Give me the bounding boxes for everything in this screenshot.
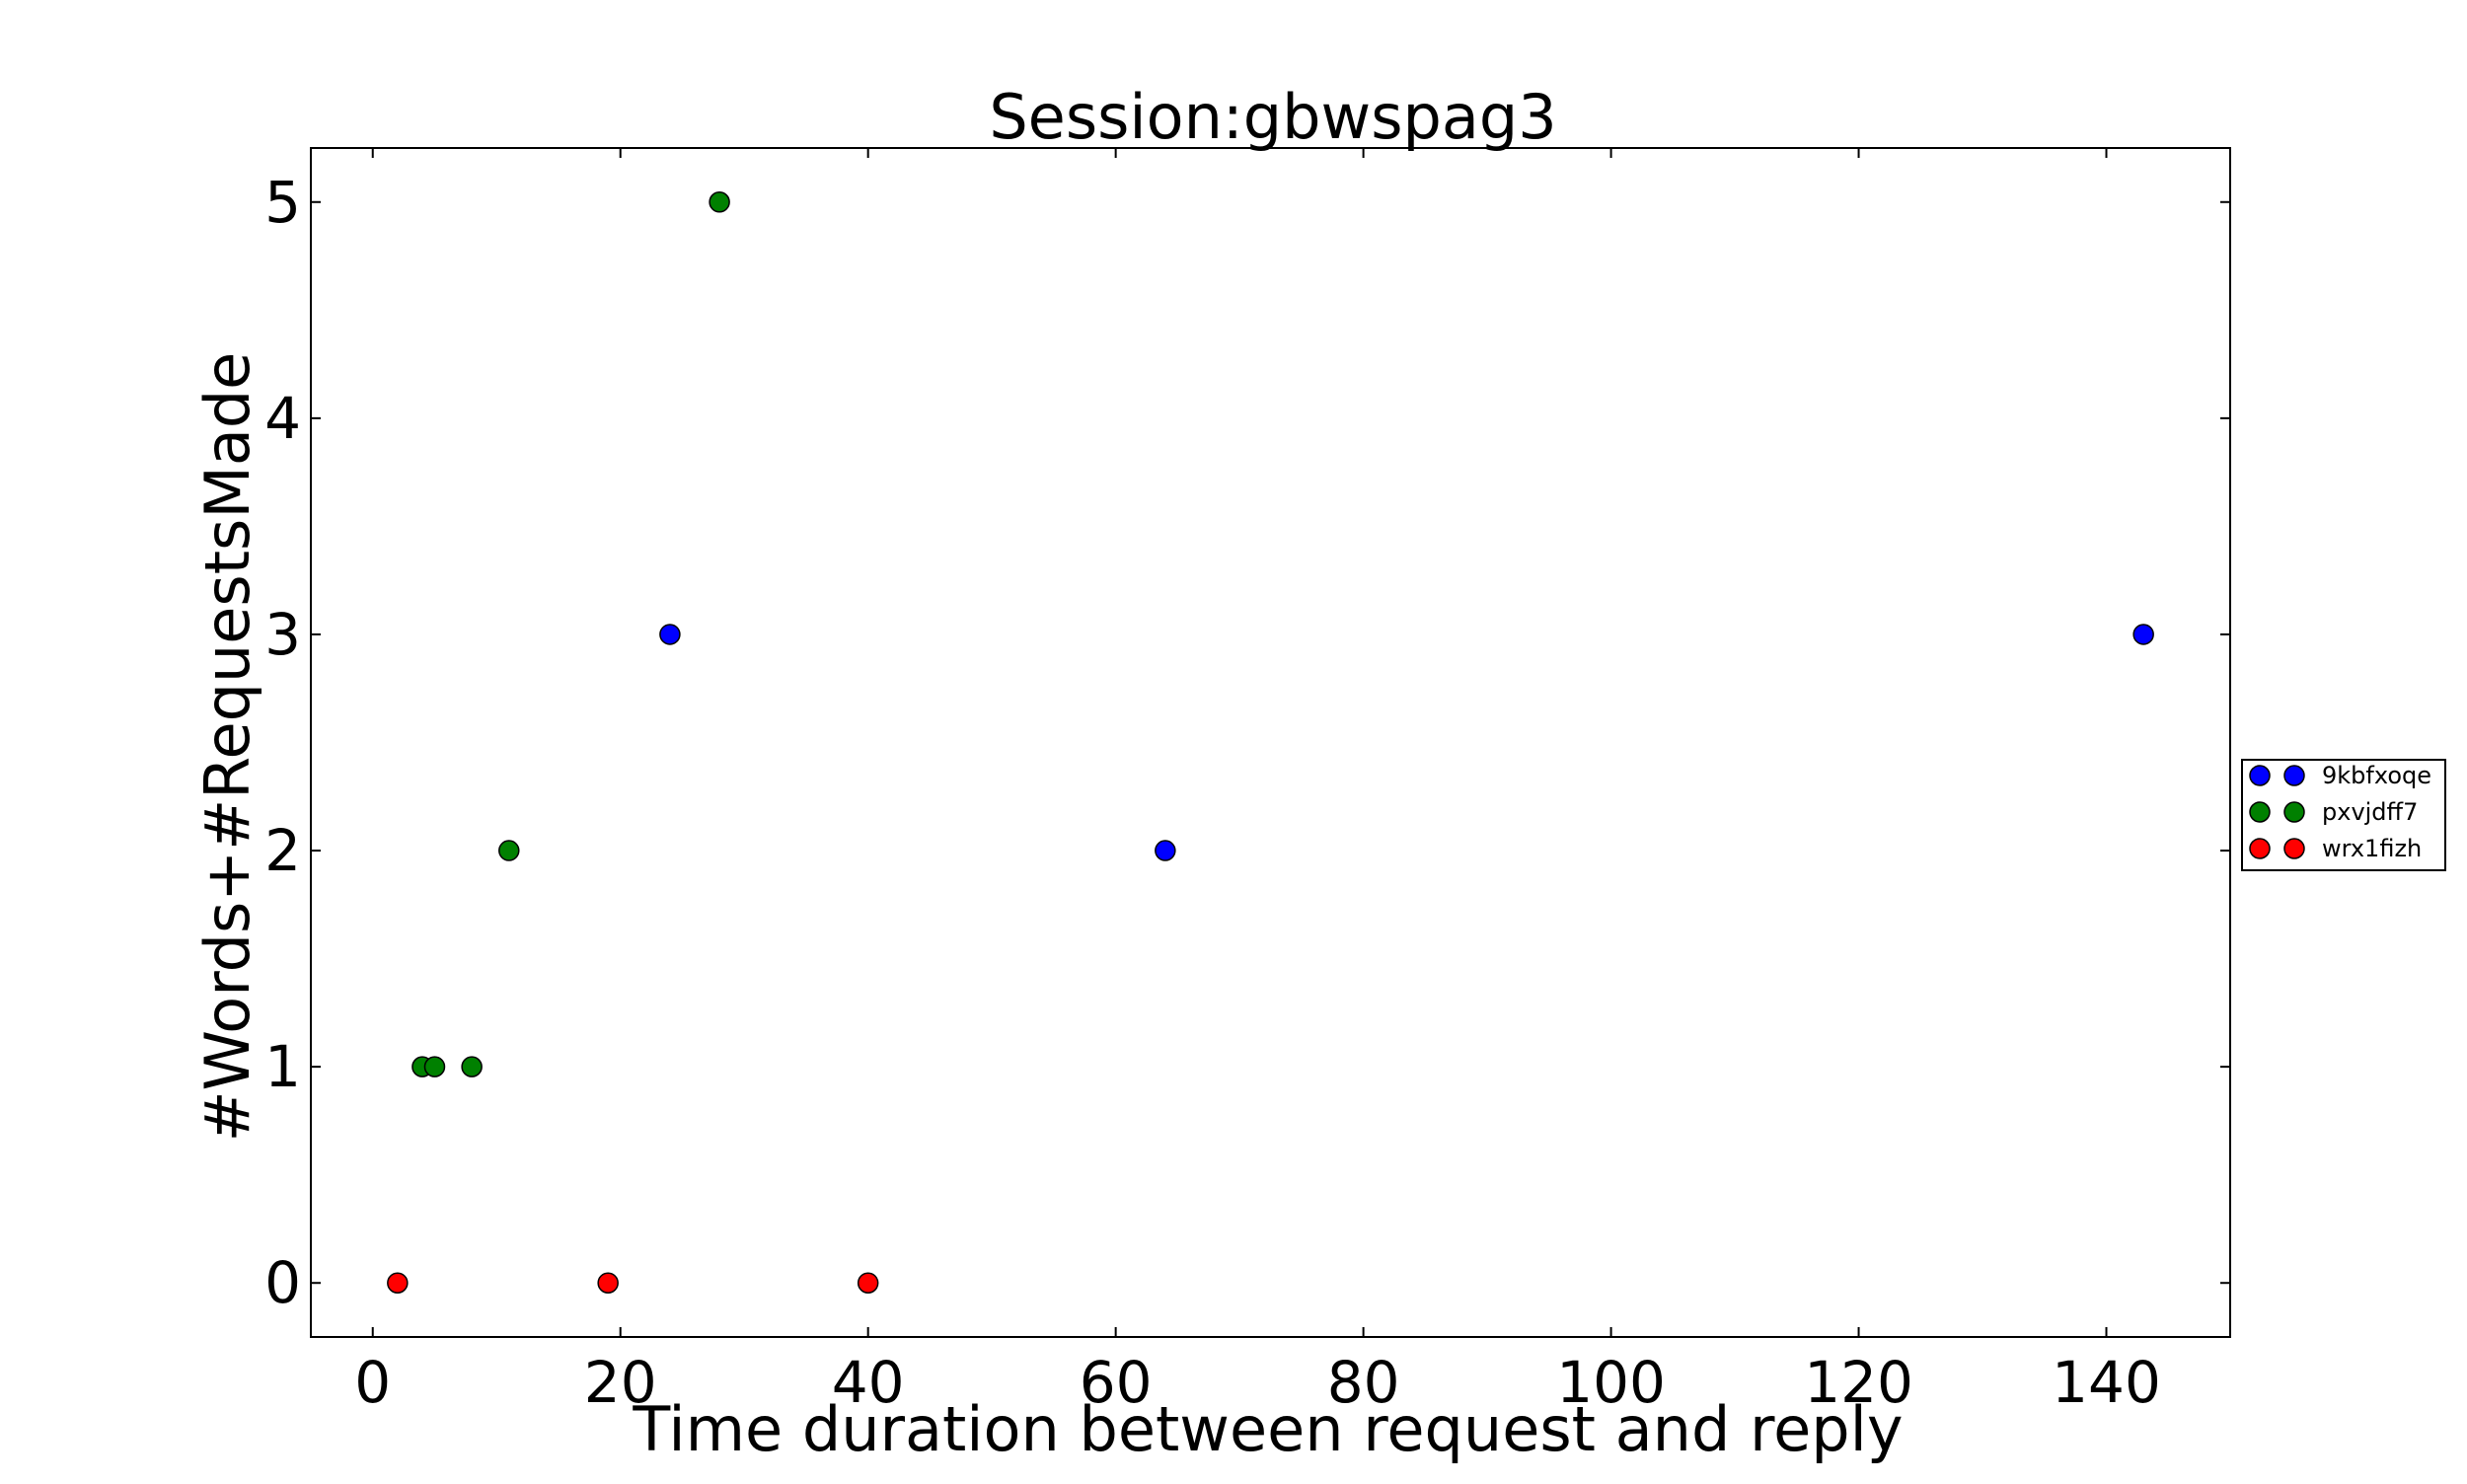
y-tick-label: 2 (264, 817, 301, 884)
x-tick-label: 20 (584, 1349, 657, 1416)
legend: 9kbfxoqe pxvjdff7 wrx1fizh (2241, 759, 2446, 871)
data-point-wrx1fizh (597, 1272, 619, 1294)
x-tick-label: 40 (832, 1349, 905, 1416)
y-tick-label: 3 (264, 601, 301, 668)
data-point-9kbfxoqe (1155, 840, 1176, 861)
data-points (387, 191, 2154, 1294)
x-tick-label: 100 (1556, 1349, 1666, 1416)
y-tick-label: 4 (264, 385, 301, 452)
x-axis-label: Time duration between request and reply (632, 1393, 1903, 1465)
data-point-pxvjdff7 (498, 840, 520, 861)
data-point-pxvjdff7 (461, 1056, 483, 1077)
y-tick-label: 5 (264, 169, 301, 236)
y-axis: 0 1 2 3 4 5 (264, 169, 2230, 1316)
legend-label: wrx1fizh (2322, 835, 2422, 862)
data-point-pxvjdff7 (423, 1056, 446, 1077)
y-tick-label: 1 (264, 1033, 301, 1100)
legend-marker (2283, 838, 2305, 859)
x-tick-label: 80 (1327, 1349, 1400, 1416)
legend-marker (2249, 801, 2271, 823)
data-point-wrx1fizh (857, 1272, 879, 1294)
data-point-wrx1fizh (387, 1272, 409, 1294)
legend-box (2241, 759, 2446, 871)
legend-marker (2283, 765, 2305, 786)
x-tick-label: 120 (1804, 1349, 1913, 1416)
legend-label: pxvjdff7 (2322, 798, 2418, 826)
legend-label: 9kbfxoqe (2322, 762, 2431, 789)
x-tick-label: 140 (2052, 1349, 2161, 1416)
y-tick-label: 0 (264, 1249, 301, 1316)
legend-marker (2249, 838, 2271, 859)
data-point-9kbfxoqe (2132, 624, 2154, 645)
x-tick-label: 0 (354, 1349, 391, 1416)
legend-marker (2249, 765, 2271, 786)
plot-area (310, 147, 2231, 1338)
y-axis-label: #Words+#RequestsMade (191, 352, 263, 1143)
data-point-9kbfxoqe (659, 624, 681, 645)
legend-marker (2283, 801, 2305, 823)
data-point-pxvjdff7 (709, 191, 730, 213)
chart-title: Session:gbwspag3 (989, 81, 1556, 153)
x-tick-label: 60 (1080, 1349, 1153, 1416)
x-axis: 0 20 40 60 80 100 120 140 (354, 148, 2161, 1416)
